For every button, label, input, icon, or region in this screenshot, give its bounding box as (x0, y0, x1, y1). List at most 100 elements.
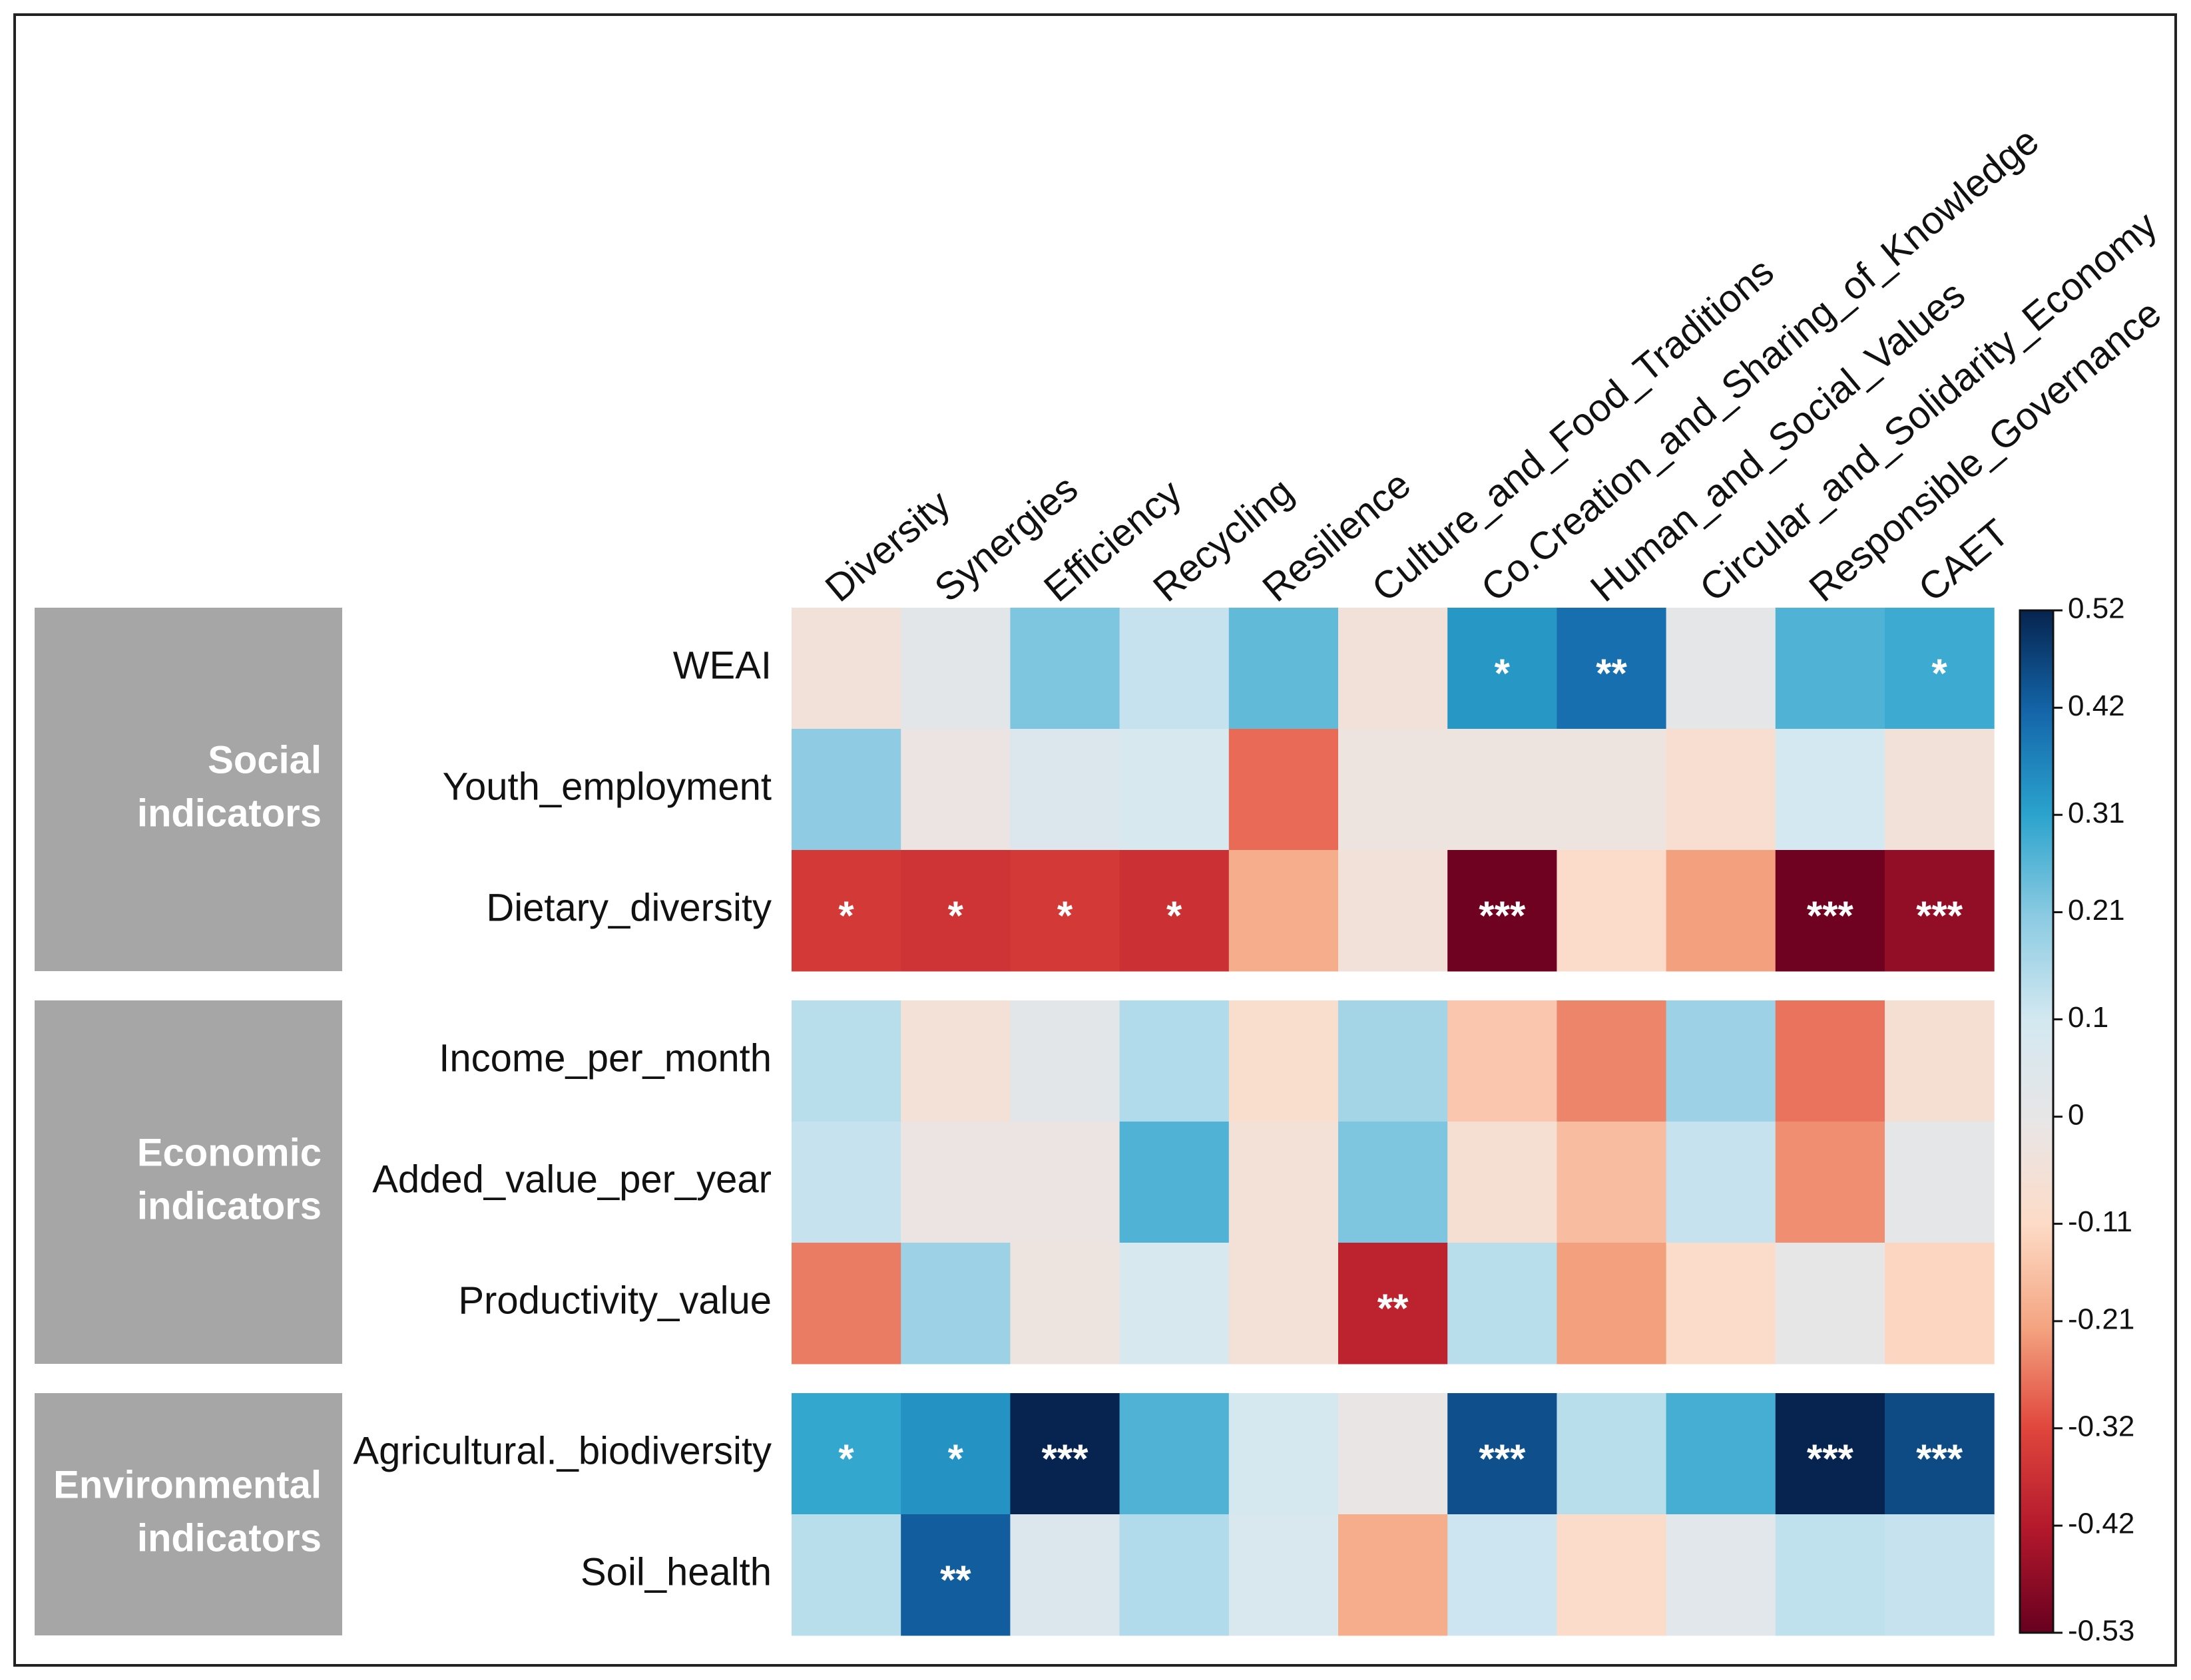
heat-cell (1338, 1000, 1448, 1122)
heat-cell (1228, 1514, 1339, 1636)
heat-cell (1447, 1000, 1557, 1122)
heat-cell (1447, 1514, 1557, 1636)
heat-cell (1666, 1000, 1776, 1122)
heat-cell (1010, 608, 1120, 730)
colorbar-tick-label: -0.53 (2068, 1615, 2134, 1647)
colorbar-tick-label: 0.42 (2068, 690, 2125, 722)
row-label: Added_value_per_year (372, 1157, 772, 1201)
heat-cell (901, 1243, 1011, 1365)
significance-label: ** (1596, 651, 1627, 696)
heat-cell (1447, 1243, 1557, 1365)
heat-cell (1119, 850, 1230, 972)
heat-cell (1338, 1243, 1448, 1365)
group-label: indicators (137, 791, 322, 835)
heat-cell (792, 1393, 901, 1515)
heat-cell (1119, 1243, 1230, 1365)
heat-cell (1775, 850, 1885, 972)
heat-cell (901, 1000, 1011, 1122)
row-label: Dietary_diversity (486, 886, 772, 929)
heat-cell (1119, 1122, 1230, 1243)
row-label: Income_per_month (439, 1036, 772, 1080)
group-label: Social (208, 738, 322, 781)
colorbar-tick-label: 0.21 (2068, 894, 2125, 927)
significance-label: * (1057, 893, 1073, 938)
heat-cell (1228, 1122, 1339, 1243)
colorbar-tick-label: 0 (2068, 1098, 2084, 1131)
heat-cell (1557, 1000, 1667, 1122)
heat-cell (1666, 1393, 1776, 1515)
heat-cell (1775, 1514, 1885, 1636)
heat-cell (1557, 1393, 1667, 1515)
heat-cell (792, 729, 901, 851)
heat-cell (1775, 608, 1885, 730)
heat-cell (901, 850, 1011, 972)
heat-cell (1447, 1393, 1557, 1515)
significance-label: *** (1041, 1436, 1089, 1481)
heat-cell (1228, 850, 1339, 972)
heat-cell (1010, 729, 1120, 851)
heat-cell (1557, 729, 1667, 851)
heat-cell (1119, 1514, 1230, 1636)
row-label: Soil_health (581, 1550, 772, 1593)
heat-cell (1775, 1243, 1885, 1365)
group-label: indicators (137, 1184, 322, 1227)
column-label: Diversity (818, 482, 959, 610)
heat-cell (1338, 850, 1448, 972)
heat-cell (1338, 1122, 1448, 1243)
heat-cell (1010, 1393, 1120, 1515)
heat-cell (1228, 729, 1339, 851)
heat-cell (1119, 608, 1230, 730)
colorbar (2019, 609, 2055, 1634)
heat-cell (1338, 608, 1448, 730)
heat-cell (1666, 1514, 1776, 1636)
heat-cell (1557, 1243, 1667, 1365)
group-box (35, 608, 342, 971)
heat-cell (1775, 729, 1885, 851)
colorbar-tick-label: -0.42 (2068, 1508, 2134, 1540)
heat-cell (1447, 850, 1557, 972)
heat-cell (1228, 1000, 1339, 1122)
heat-cell (1228, 1243, 1339, 1365)
heat-cell (901, 729, 1011, 851)
heat-cell (792, 1514, 901, 1636)
significance-label: *** (1479, 893, 1526, 938)
heat-cell (1666, 850, 1776, 972)
heat-cell (1338, 1514, 1448, 1636)
colorbar-tick-label: 0.1 (2068, 1001, 2108, 1034)
heat-cell (1885, 1243, 1995, 1365)
heat-cell (1885, 1514, 1995, 1636)
heat-cell (1557, 1122, 1667, 1243)
heat-cell (1119, 1393, 1230, 1515)
significance-label: * (838, 893, 854, 938)
colorbar-tick-label: -0.11 (2068, 1205, 2132, 1238)
heat-cell (792, 608, 901, 730)
significance-label: *** (1479, 1436, 1526, 1481)
significance-label: *** (1916, 893, 1963, 938)
colorbar-tick-label: -0.32 (2068, 1410, 2134, 1442)
heat-cell (1666, 608, 1776, 730)
heat-cell (1010, 1122, 1120, 1243)
heat-cell (901, 1514, 1011, 1636)
colorbar-tick-label: 0.31 (2068, 797, 2125, 829)
heat-cell (1557, 850, 1667, 972)
row-label: Youth_employment (443, 765, 772, 808)
heat-cell (1775, 1000, 1885, 1122)
group-label: Environmental (53, 1463, 322, 1506)
significance-label: * (838, 1436, 854, 1481)
heat-cell (1447, 729, 1557, 851)
colorbar-tick-label: 0.52 (2068, 592, 2125, 625)
heat-cell (1447, 1122, 1557, 1243)
significance-label: *** (1916, 1436, 1963, 1481)
significance-label: * (948, 893, 964, 938)
heat-cell (1338, 1393, 1448, 1515)
heat-cell (1775, 1122, 1885, 1243)
heat-cell (1010, 1243, 1120, 1365)
heat-cell (901, 608, 1011, 730)
group-label: Economic (137, 1131, 322, 1174)
row-label: Productivity_value (458, 1279, 772, 1322)
significance-label: * (1495, 651, 1511, 696)
heat-cell (901, 1122, 1011, 1243)
heat-cell (1885, 1393, 1995, 1515)
heat-cell (1775, 1393, 1885, 1515)
